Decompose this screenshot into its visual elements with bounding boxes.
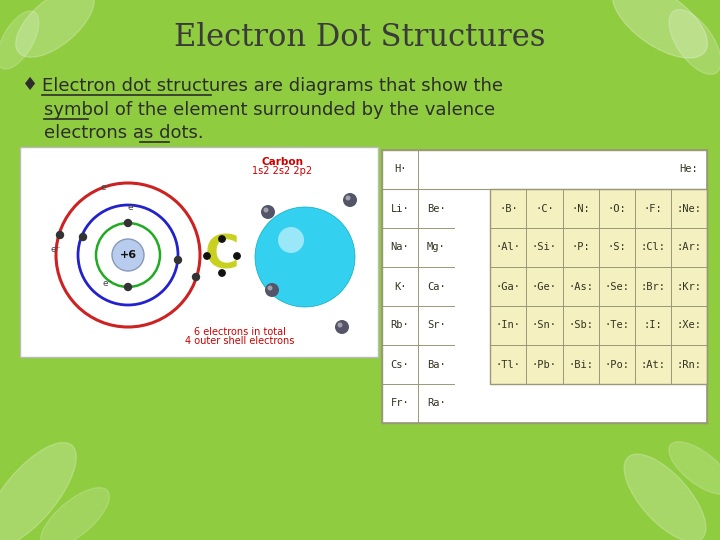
Text: 6 electrons in total: 6 electrons in total	[194, 327, 286, 337]
Text: ·C·: ·C·	[535, 204, 554, 213]
Text: ·Bi:: ·Bi:	[568, 360, 593, 369]
Text: ·Sn·: ·Sn·	[532, 321, 557, 330]
Text: Electron Dot Structures: Electron Dot Structures	[174, 22, 546, 52]
Circle shape	[255, 207, 355, 307]
Text: +6: +6	[120, 250, 137, 260]
Text: Mg·: Mg·	[427, 242, 446, 253]
Text: ·S:: ·S:	[608, 242, 626, 253]
Text: ·Al·: ·Al·	[496, 242, 521, 253]
Circle shape	[261, 205, 275, 219]
Text: Sr·: Sr·	[427, 321, 446, 330]
Text: ·Tl·: ·Tl·	[496, 360, 521, 369]
Circle shape	[219, 236, 225, 242]
Text: :Cl:: :Cl:	[640, 242, 665, 253]
Bar	[490, 189, 707, 384]
Circle shape	[219, 270, 225, 276]
Circle shape	[278, 227, 304, 253]
Circle shape	[112, 239, 144, 271]
Text: ·In·: ·In·	[496, 321, 521, 330]
Text: ·P:: ·P:	[571, 242, 590, 253]
Text: ·F:: ·F:	[644, 204, 662, 213]
Circle shape	[192, 273, 199, 280]
Text: Li·: Li·	[391, 204, 410, 213]
Text: ·Po:: ·Po:	[604, 360, 629, 369]
Circle shape	[335, 320, 349, 334]
Text: Ra·: Ra·	[427, 399, 446, 408]
Text: e⁻: e⁻	[51, 246, 61, 254]
Text: :At:: :At:	[640, 360, 665, 369]
Circle shape	[343, 193, 357, 207]
Circle shape	[174, 256, 181, 264]
Text: :Ne:: :Ne:	[677, 204, 701, 213]
Circle shape	[268, 286, 272, 291]
Text: Ba·: Ba·	[427, 360, 446, 369]
Text: He:: He:	[680, 165, 698, 174]
Text: 1s2 2s2 2p2: 1s2 2s2 2p2	[252, 166, 312, 176]
Ellipse shape	[16, 0, 94, 57]
Ellipse shape	[0, 11, 39, 69]
Text: C: C	[204, 233, 239, 279]
Text: :Ar:: :Ar:	[677, 242, 701, 253]
Text: K·: K·	[394, 281, 406, 292]
Text: Be·: Be·	[427, 204, 446, 213]
Circle shape	[56, 232, 63, 239]
Ellipse shape	[40, 488, 109, 540]
Ellipse shape	[669, 442, 720, 494]
Text: Carbon: Carbon	[261, 157, 303, 167]
Text: ·Te:: ·Te:	[604, 321, 629, 330]
Text: Ca·: Ca·	[427, 281, 446, 292]
Text: Na·: Na·	[391, 242, 410, 253]
Text: e⁻: e⁻	[128, 202, 138, 212]
Text: H·: H·	[394, 165, 406, 174]
Bar	[20, 147, 378, 357]
Text: Fr·: Fr·	[391, 399, 410, 408]
Circle shape	[346, 195, 351, 200]
Text: :Xe:: :Xe:	[677, 321, 701, 330]
Text: electrons as dots.: electrons as dots.	[44, 124, 204, 142]
Text: 4 outer shell electrons: 4 outer shell electrons	[185, 336, 294, 346]
Circle shape	[264, 207, 269, 213]
Text: ·Sb:: ·Sb:	[568, 321, 593, 330]
Text: :I:: :I:	[644, 321, 662, 330]
Text: Rb·: Rb·	[391, 321, 410, 330]
Text: ·Ga·: ·Ga·	[496, 281, 521, 292]
Text: symbol of the element surrounded by the valence: symbol of the element surrounded by the …	[44, 101, 495, 119]
Circle shape	[265, 283, 279, 297]
Ellipse shape	[0, 442, 76, 540]
Circle shape	[125, 284, 132, 291]
Text: Electron dot structures are diagrams that show the: Electron dot structures are diagrams tha…	[42, 77, 503, 95]
Text: ·Ge·: ·Ge·	[532, 281, 557, 292]
Text: :Rn:: :Rn:	[677, 360, 701, 369]
Circle shape	[79, 233, 86, 240]
Ellipse shape	[624, 454, 706, 540]
Text: ·As:: ·As:	[568, 281, 593, 292]
Text: :Kr:: :Kr:	[677, 281, 701, 292]
Text: ·Pb·: ·Pb·	[532, 360, 557, 369]
Bar	[382, 150, 707, 423]
Circle shape	[234, 253, 240, 259]
Text: Cs·: Cs·	[391, 360, 410, 369]
Circle shape	[204, 253, 210, 259]
Text: e⁻: e⁻	[101, 183, 111, 192]
Text: :Br:: :Br:	[640, 281, 665, 292]
Text: ·Si·: ·Si·	[532, 242, 557, 253]
Text: ·Se:: ·Se:	[604, 281, 629, 292]
Text: ·O:: ·O:	[608, 204, 626, 213]
Circle shape	[338, 322, 343, 327]
Ellipse shape	[613, 0, 708, 58]
Text: e⁻: e⁻	[103, 279, 113, 287]
Text: ♦: ♦	[22, 76, 38, 94]
Text: ·N:: ·N:	[571, 204, 590, 213]
Circle shape	[125, 219, 132, 226]
Ellipse shape	[669, 10, 720, 75]
Text: ·B·: ·B·	[499, 204, 518, 213]
